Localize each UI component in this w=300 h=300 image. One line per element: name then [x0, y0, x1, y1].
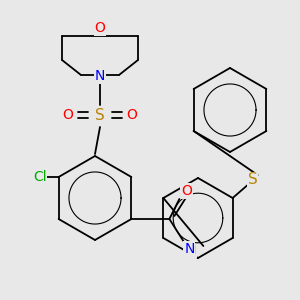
Text: O: O	[94, 21, 105, 35]
Text: S: S	[248, 172, 257, 188]
Text: N: N	[184, 242, 195, 256]
Text: O: O	[127, 108, 137, 122]
Text: N: N	[95, 69, 105, 83]
Text: O: O	[181, 184, 192, 198]
Text: O: O	[63, 108, 74, 122]
Text: Cl: Cl	[33, 170, 46, 184]
Text: S: S	[95, 107, 105, 122]
Text: H: H	[187, 244, 196, 257]
